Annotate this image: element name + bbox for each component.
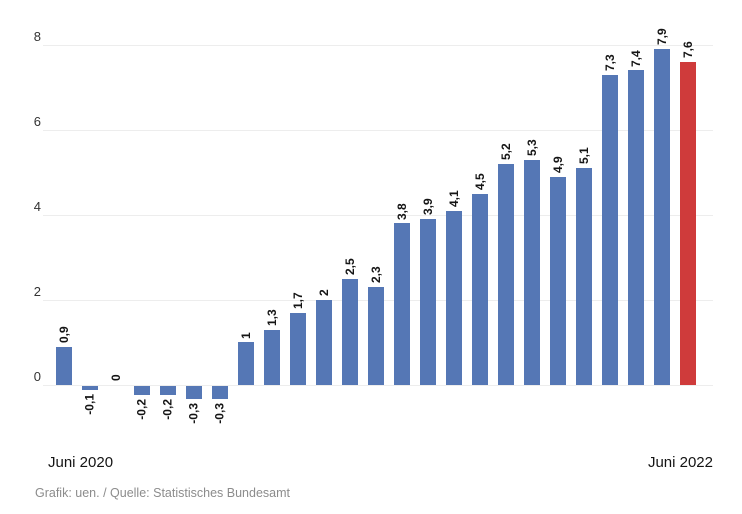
bar — [264, 330, 280, 385]
bar-value-label: 0 — [108, 374, 123, 381]
y-axis-tick-label: 2 — [33, 284, 41, 299]
bar-value-label: -0,3 — [186, 403, 201, 424]
bar-value-label: 2,3 — [368, 266, 383, 283]
bar — [498, 164, 514, 385]
bar-value-label: 0,9 — [56, 326, 71, 343]
bar — [160, 386, 176, 395]
bar-value-label: -0,1 — [82, 394, 97, 415]
gridline — [43, 385, 713, 386]
bar — [342, 279, 358, 385]
y-axis-tick-label: 6 — [33, 114, 41, 129]
bar — [56, 347, 72, 385]
bar-value-label: 2,5 — [342, 258, 357, 275]
gridline — [43, 130, 713, 131]
bar-value-label: 1 — [238, 332, 253, 339]
bar-value-label: 4,9 — [550, 156, 565, 173]
bar — [134, 386, 150, 395]
bar — [420, 219, 436, 385]
bar — [212, 386, 228, 399]
bar — [472, 194, 488, 385]
bar-value-label: 1,7 — [290, 292, 305, 309]
bar — [602, 75, 618, 385]
bar — [654, 49, 670, 385]
bar — [524, 160, 540, 385]
bar-value-label: 3,8 — [394, 203, 409, 220]
bar — [290, 313, 306, 385]
bar-value-label: 5,3 — [524, 139, 539, 156]
bar — [394, 223, 410, 385]
bar-value-label: 4,5 — [472, 173, 487, 190]
bar — [576, 168, 592, 385]
bar — [238, 342, 254, 385]
x-axis-label-start: Juni 2020 — [48, 454, 114, 471]
y-axis-tick-label: 4 — [33, 199, 41, 214]
gridline — [43, 45, 713, 46]
bar — [186, 386, 202, 399]
bar-value-label: 7,4 — [628, 50, 643, 67]
bar-value-label: 2 — [316, 289, 331, 296]
y-axis-tick-label: 8 — [33, 29, 41, 44]
bar-value-label: 4,1 — [446, 190, 461, 207]
bar — [680, 62, 696, 385]
bar — [628, 70, 644, 385]
bar-value-label: 3,9 — [420, 198, 435, 215]
footer-credit: Grafik: uen. / Quelle: Statistisches Bun… — [35, 486, 290, 500]
bar — [82, 386, 98, 390]
bar-value-label: 1,3 — [264, 309, 279, 326]
bar-value-label: -0,2 — [160, 399, 175, 420]
bar-value-label: -0,2 — [134, 399, 149, 420]
bar-value-label: 7,6 — [680, 41, 695, 58]
bar-value-label: 5,2 — [498, 143, 513, 160]
bar — [316, 300, 332, 385]
x-axis-label-end: Juni 2022 — [647, 454, 713, 471]
bar — [368, 287, 384, 385]
bar — [446, 211, 462, 385]
bar-value-label: -0,3 — [212, 403, 227, 424]
gridline — [43, 215, 713, 216]
bar — [550, 177, 566, 385]
bar-value-label: 7,3 — [602, 54, 617, 71]
bar-value-label: 5,1 — [576, 147, 591, 164]
y-axis-tick-label: 0 — [33, 369, 41, 384]
bar-value-label: 7,9 — [654, 28, 669, 45]
